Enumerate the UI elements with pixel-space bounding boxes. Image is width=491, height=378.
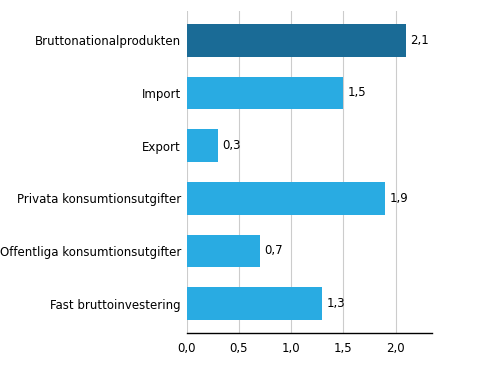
Text: 2,1: 2,1 <box>410 34 429 47</box>
Text: 0,3: 0,3 <box>222 139 241 152</box>
Text: 1,9: 1,9 <box>389 192 408 205</box>
Bar <box>187 235 260 267</box>
Bar <box>187 24 406 57</box>
Text: 1,3: 1,3 <box>327 297 345 310</box>
Bar <box>187 77 343 109</box>
Bar <box>187 287 323 320</box>
Text: 1,5: 1,5 <box>348 87 366 99</box>
Text: 0,7: 0,7 <box>264 245 282 257</box>
Bar <box>187 182 385 215</box>
Bar <box>187 129 218 162</box>
